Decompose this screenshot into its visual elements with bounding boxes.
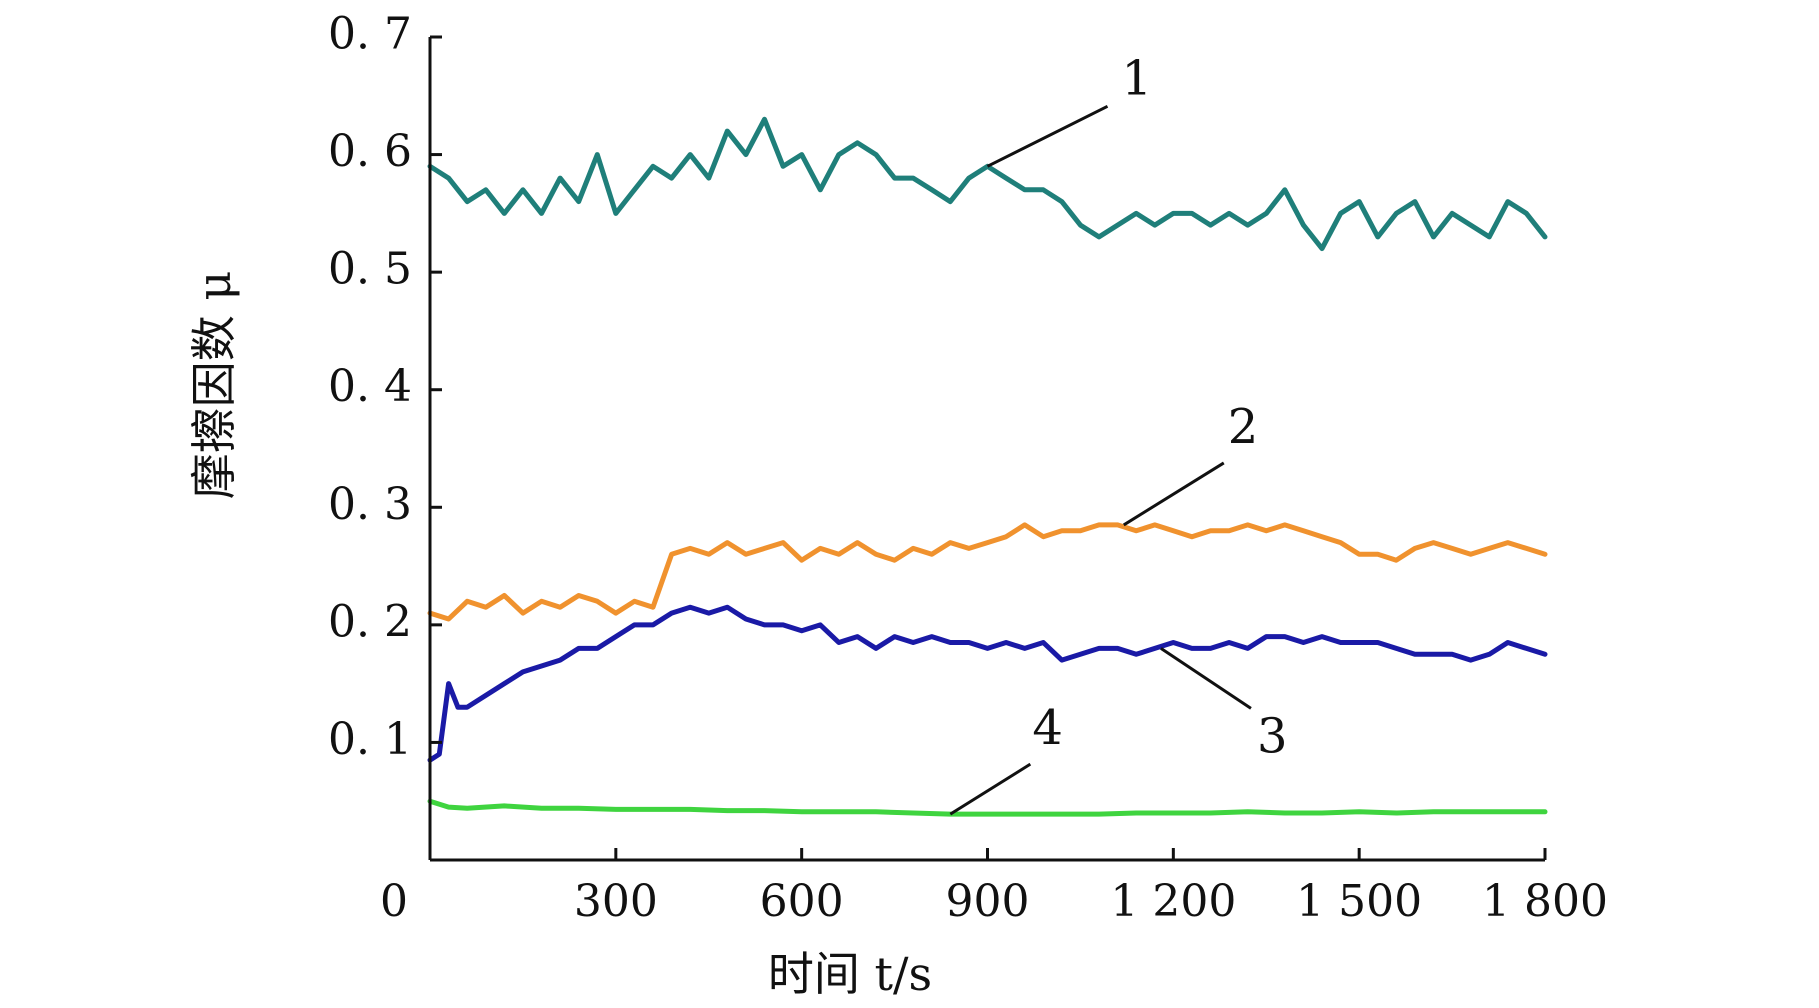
series-line-2 [427, 522, 1548, 622]
y-tick-label: 0. 6 [328, 126, 412, 177]
annotation-layer: 1 2 3 4 [949, 50, 1288, 816]
series-line-3 [427, 604, 1548, 763]
y-tick-label: 0. 5 [328, 244, 412, 295]
x-tick-label: 300 [574, 876, 658, 927]
y-tick-label: 0. 1 [328, 714, 412, 765]
x-tick-label: 600 [760, 876, 844, 927]
callout-leader-1 [986, 104, 1109, 168]
callout-leader-4 [949, 762, 1032, 816]
series-line-4 [427, 798, 1548, 817]
callout-leader-3 [1160, 647, 1252, 710]
tick-layer: 0. 1 0. 2 0. 3 0. 4 0. 5 0. 6 0. 7 0 300 600 900 1 … [328, 9, 1608, 928]
callout-label-1: 1 [1122, 50, 1153, 106]
series-line-1 [427, 116, 1548, 252]
series-layer [427, 116, 1548, 817]
x-tick-label: 900 [946, 876, 1030, 927]
x-tick-label: 1 200 [1110, 876, 1236, 927]
y-tick-label: 0. 2 [328, 596, 412, 647]
callout-leader-2 [1122, 461, 1225, 527]
y-tick-label: 0. 3 [328, 479, 412, 530]
callout-label-3: 3 [1257, 708, 1288, 764]
callout-label-2: 2 [1228, 399, 1259, 455]
y-axis-title: 摩擦因数 μ [187, 271, 241, 500]
callout-label-4: 4 [1032, 700, 1063, 756]
y-tick-label: 0. 7 [328, 9, 412, 60]
x-tick-label: 1 800 [1482, 876, 1608, 927]
x-tick-label: 0 [380, 876, 408, 927]
x-tick-label: 1 500 [1296, 876, 1422, 927]
x-axis-title: 时间 t/s [768, 947, 932, 1001]
y-tick-label: 0. 4 [328, 361, 412, 412]
